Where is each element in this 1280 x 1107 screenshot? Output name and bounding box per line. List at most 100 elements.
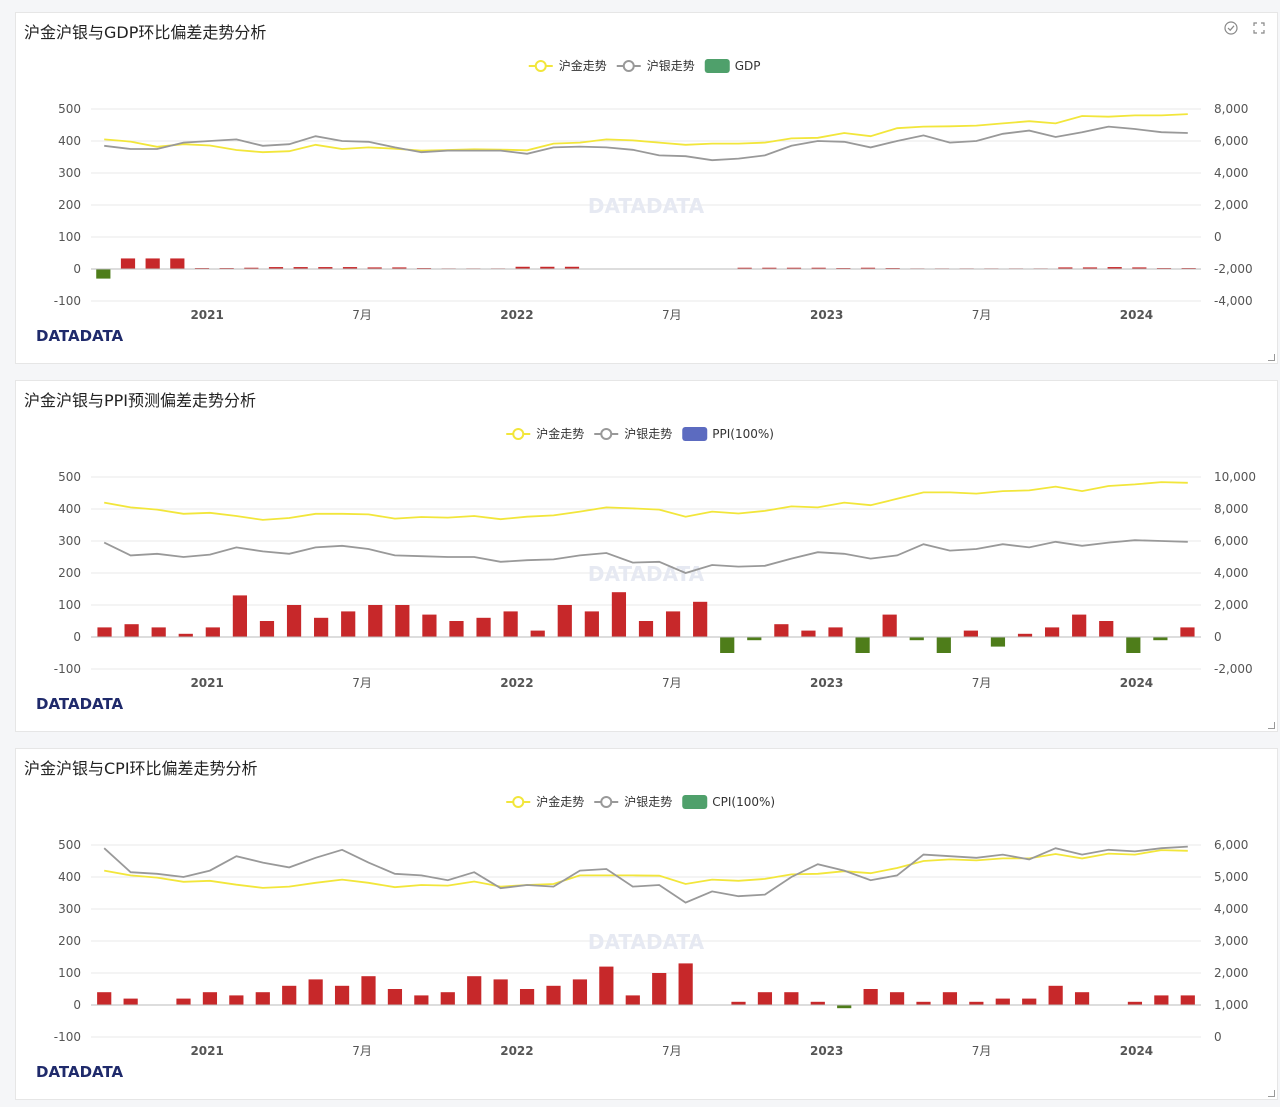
bar[interactable] xyxy=(855,637,870,653)
bar[interactable] xyxy=(828,627,843,637)
bar[interactable] xyxy=(519,989,535,1005)
bar[interactable] xyxy=(244,267,259,269)
bar[interactable] xyxy=(268,267,284,269)
bar[interactable] xyxy=(476,617,491,637)
legend-item[interactable]: GDP xyxy=(704,59,761,73)
bar[interactable] xyxy=(1126,637,1141,653)
bar[interactable] xyxy=(367,267,382,269)
gold-series-line[interactable] xyxy=(104,481,1188,521)
bar[interactable] xyxy=(145,258,160,269)
bar[interactable] xyxy=(151,627,166,637)
bar[interactable] xyxy=(97,627,112,637)
bar[interactable] xyxy=(678,963,693,1005)
bar[interactable] xyxy=(286,605,302,637)
bar[interactable] xyxy=(178,633,193,637)
bar[interactable] xyxy=(308,979,323,1005)
legend-item[interactable]: 沪金走势 xyxy=(506,794,584,809)
bar[interactable] xyxy=(255,992,270,1005)
bar[interactable] xyxy=(1058,267,1073,269)
legend-item[interactable]: PPI(100%) xyxy=(682,427,774,441)
bar[interactable] xyxy=(515,266,530,269)
bar[interactable] xyxy=(1082,267,1098,269)
bar[interactable] xyxy=(665,611,681,637)
bar[interactable] xyxy=(942,992,958,1005)
bar[interactable] xyxy=(652,973,667,1005)
bar[interactable] xyxy=(503,611,518,637)
bar[interactable] xyxy=(232,595,248,637)
bar[interactable] xyxy=(786,267,802,269)
bar[interactable] xyxy=(1022,998,1037,1005)
bar[interactable] xyxy=(969,1001,984,1005)
bar[interactable] xyxy=(889,992,905,1005)
bar[interactable] xyxy=(625,995,640,1005)
bar[interactable] xyxy=(1072,614,1087,637)
bar[interactable] xyxy=(176,998,191,1005)
resize-handle[interactable] xyxy=(1268,354,1275,361)
bar[interactable] xyxy=(202,992,218,1005)
bar[interactable] xyxy=(123,998,138,1005)
bar[interactable] xyxy=(282,985,297,1005)
bar[interactable] xyxy=(720,637,735,653)
bar[interactable] xyxy=(124,624,139,637)
gold-series-line[interactable] xyxy=(104,849,1188,889)
bar[interactable] xyxy=(387,989,403,1005)
bar[interactable] xyxy=(1099,621,1114,637)
bar[interactable] xyxy=(1044,627,1060,637)
legend-item[interactable]: 沪金走势 xyxy=(528,58,607,73)
bar[interactable] xyxy=(1153,637,1168,641)
bar[interactable] xyxy=(342,267,358,269)
bar[interactable] xyxy=(731,1001,746,1005)
bar[interactable] xyxy=(449,621,464,637)
silver-series-line[interactable] xyxy=(103,845,1188,904)
bar[interactable] xyxy=(757,992,773,1005)
bar[interactable] xyxy=(801,630,816,637)
bar[interactable] xyxy=(120,258,136,269)
bar[interactable] xyxy=(1017,633,1033,637)
bar[interactable] xyxy=(638,621,654,637)
bar[interactable] xyxy=(564,266,580,269)
bar[interactable] xyxy=(863,989,878,1005)
silver-series-line[interactable] xyxy=(103,539,1188,574)
bar[interactable] xyxy=(395,605,410,637)
bar[interactable] xyxy=(693,601,708,637)
legend-item[interactable]: 沪金走势 xyxy=(506,426,584,441)
bar[interactable] xyxy=(784,992,799,1005)
bar[interactable] xyxy=(368,605,383,637)
bar[interactable] xyxy=(990,637,1006,647)
resize-handle[interactable] xyxy=(1268,1090,1275,1097)
bar[interactable] xyxy=(96,269,111,279)
bar[interactable] xyxy=(963,630,978,637)
bar[interactable] xyxy=(1180,995,1195,1005)
bar[interactable] xyxy=(318,267,333,269)
resize-handle[interactable] xyxy=(1268,722,1275,729)
bar[interactable] xyxy=(229,995,244,1005)
bar[interactable] xyxy=(599,966,614,1005)
bar[interactable] xyxy=(422,614,437,637)
bar[interactable] xyxy=(334,985,350,1005)
bar[interactable] xyxy=(611,592,627,637)
bar[interactable] xyxy=(810,1001,825,1005)
legend-item[interactable]: CPI(100%) xyxy=(682,795,775,809)
bar[interactable] xyxy=(546,985,561,1005)
bar[interactable] xyxy=(361,976,376,1005)
bar[interactable] xyxy=(493,979,508,1005)
bar[interactable] xyxy=(259,621,275,637)
bar[interactable] xyxy=(557,605,572,637)
bar[interactable] xyxy=(530,630,545,637)
bar[interactable] xyxy=(293,267,308,269)
bar[interactable] xyxy=(860,267,876,269)
bar[interactable] xyxy=(1107,267,1122,269)
bar[interactable] xyxy=(314,617,329,637)
fullscreen-icon[interactable] xyxy=(1251,21,1267,37)
gold-series-line[interactable] xyxy=(104,113,1188,154)
bar[interactable] xyxy=(747,637,762,641)
check-circle-icon[interactable] xyxy=(1223,21,1239,37)
bar[interactable] xyxy=(572,979,588,1005)
bar[interactable] xyxy=(1048,985,1063,1005)
bar[interactable] xyxy=(1132,267,1147,269)
bar[interactable] xyxy=(170,258,185,269)
bar[interactable] xyxy=(1127,1001,1143,1005)
bar[interactable] xyxy=(414,995,429,1005)
bar[interactable] xyxy=(811,267,826,269)
bar[interactable] xyxy=(936,637,951,653)
